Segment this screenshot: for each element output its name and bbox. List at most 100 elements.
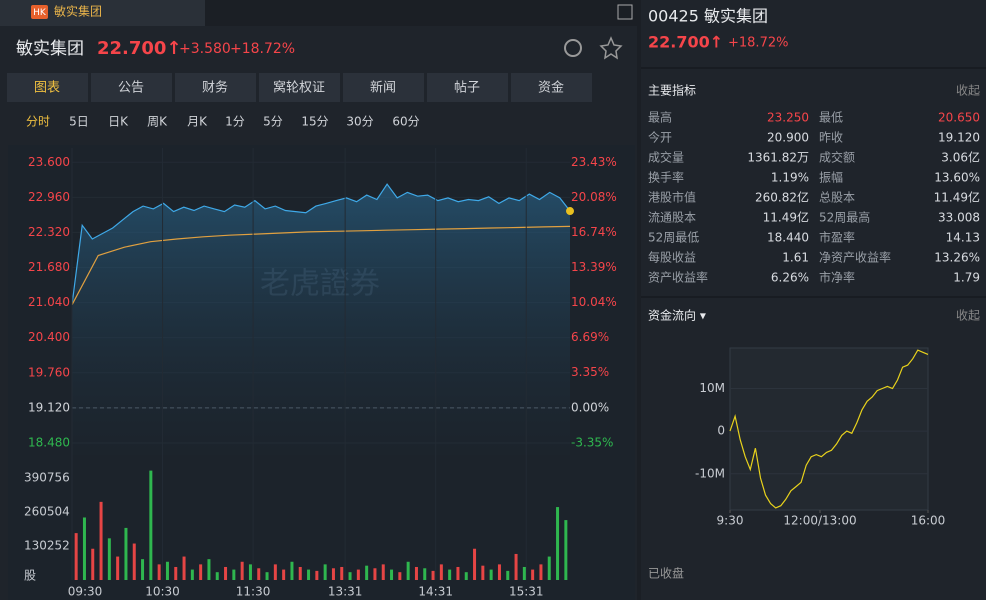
volume-bar (107, 538, 111, 580)
tab[interactable] (259, 73, 340, 102)
refresh-icon[interactable] (564, 39, 582, 57)
volume-bar (539, 564, 543, 580)
y2-tick-label: 10.04% (571, 295, 617, 309)
volume-bar (298, 566, 302, 580)
indicator-value: 23.250 (767, 111, 809, 125)
indicator-value: 18.440 (767, 231, 809, 245)
average-line (71, 225, 571, 306)
volume-bar (74, 533, 78, 580)
indicator-label: 52周最高 (819, 210, 870, 225)
volume-bar (265, 572, 269, 580)
volume-bar (531, 569, 535, 580)
flow-x-tick-label: 12:00/13:00 (783, 514, 856, 528)
volume-bar (489, 569, 493, 580)
tab-label[interactable]: 图表 (34, 81, 60, 96)
indicator-label: 昨收 (819, 131, 843, 145)
volume-tick-label: 260504 (24, 505, 70, 519)
y-tick-label: 23.600 (28, 155, 70, 169)
x-tick-label: 11:30 (236, 585, 271, 599)
period[interactable]: 15分 (301, 115, 328, 129)
period[interactable]: 5日 (69, 115, 89, 129)
status: 已收盘 (648, 566, 684, 581)
volume-bar (323, 564, 327, 580)
quote-price: 22.700↑ (648, 33, 723, 52)
tab-label[interactable]: 资金 (538, 80, 564, 96)
tab-label[interactable]: 帖子 (454, 81, 480, 96)
y-tick-label: 19.760 (28, 365, 70, 379)
volume-bar (547, 556, 551, 580)
volume-bar (481, 565, 485, 580)
period[interactable]: 分时 (26, 115, 50, 129)
indicator-label: 市盈率 (819, 230, 855, 245)
volume-bar (257, 568, 261, 580)
tab-label[interactable]: 新闻 (370, 80, 396, 96)
y2-tick-label: 6.69% (571, 330, 609, 344)
indicator-value: 33.008 (938, 211, 980, 225)
volume-bar (141, 559, 145, 580)
volume-bar (414, 566, 418, 580)
volume-bar (182, 556, 186, 580)
indicator-label: 最低 (819, 111, 843, 125)
tab-label[interactable]: 公告 (118, 81, 144, 96)
tab[interactable] (343, 73, 424, 102)
indicator-value: 20.650 (938, 111, 980, 125)
flow-y-tick-label: -10M (695, 466, 725, 480)
y-tick-label: 21.680 (28, 260, 70, 274)
y-tick-label: 19.120 (28, 400, 70, 414)
indicator-value: 1361.82万 (747, 151, 809, 165)
tab[interactable] (427, 73, 508, 102)
volume-bar (431, 570, 435, 580)
indicator-label: 港股市值 (648, 190, 696, 205)
volume-bar (331, 568, 335, 580)
price-area (72, 184, 570, 455)
period[interactable]: 5分 (263, 115, 283, 129)
period[interactable]: 60分 (392, 115, 419, 129)
period[interactable]: 日K (108, 115, 129, 129)
indicator-value: 3.06亿 (941, 150, 980, 165)
flow-x-tick-label: 16:00 (911, 514, 946, 528)
star-icon[interactable] (599, 36, 623, 60)
tab-bg[interactable] (0, 0, 205, 26)
indicators-toggle[interactable]: 收起 (956, 84, 980, 98)
indicator-label: 流通股本 (648, 211, 696, 225)
volume-bar (340, 566, 344, 580)
period[interactable]: 月K (187, 115, 208, 129)
volume-bar (224, 566, 228, 580)
tab[interactable] (7, 73, 88, 102)
volume-bar (282, 569, 286, 580)
x-tick-label: 10:30 (145, 585, 180, 599)
x-tick-label: 14:31 (418, 585, 453, 599)
panel-icon[interactable] (617, 4, 633, 20)
x-tick-label: 15:31 (509, 585, 544, 599)
volume-bar (91, 548, 95, 580)
flow-plot-bg (729, 347, 929, 511)
volume-bar (307, 569, 311, 580)
flow-toggle[interactable]: 收起 (956, 309, 980, 323)
volume-bar (365, 565, 369, 580)
volume-bar (506, 570, 510, 580)
tab-label[interactable]: 窝轮权证 (273, 80, 325, 96)
indicator-value: 6.26% (771, 271, 809, 285)
flow-title[interactable]: 资金流向 ▾ (648, 308, 706, 323)
hk-badge: HK (33, 8, 47, 18)
tab[interactable] (511, 73, 592, 102)
tab[interactable] (91, 73, 172, 102)
y-tick-label: 18.480 (28, 435, 70, 449)
y2-tick-label: 3.35% (571, 365, 609, 379)
tab-name[interactable]: 敏实集团 (54, 4, 102, 19)
volume-tick-label: 390756 (24, 471, 70, 485)
volume-bar (439, 564, 443, 580)
period[interactable]: 30分 (346, 115, 373, 129)
indicator-value: 13.60% (934, 171, 980, 185)
volume-bar (290, 561, 294, 580)
indicator-value: 260.82亿 (755, 190, 809, 205)
tab-label[interactable]: 财务 (202, 80, 228, 96)
volume-bar (514, 553, 518, 580)
period[interactable]: 周K (147, 115, 168, 129)
tab[interactable] (175, 73, 256, 102)
volume-bar (381, 564, 385, 580)
period[interactable]: 1分 (225, 115, 245, 129)
volume-bar (423, 568, 427, 580)
volume-bar (464, 572, 468, 580)
